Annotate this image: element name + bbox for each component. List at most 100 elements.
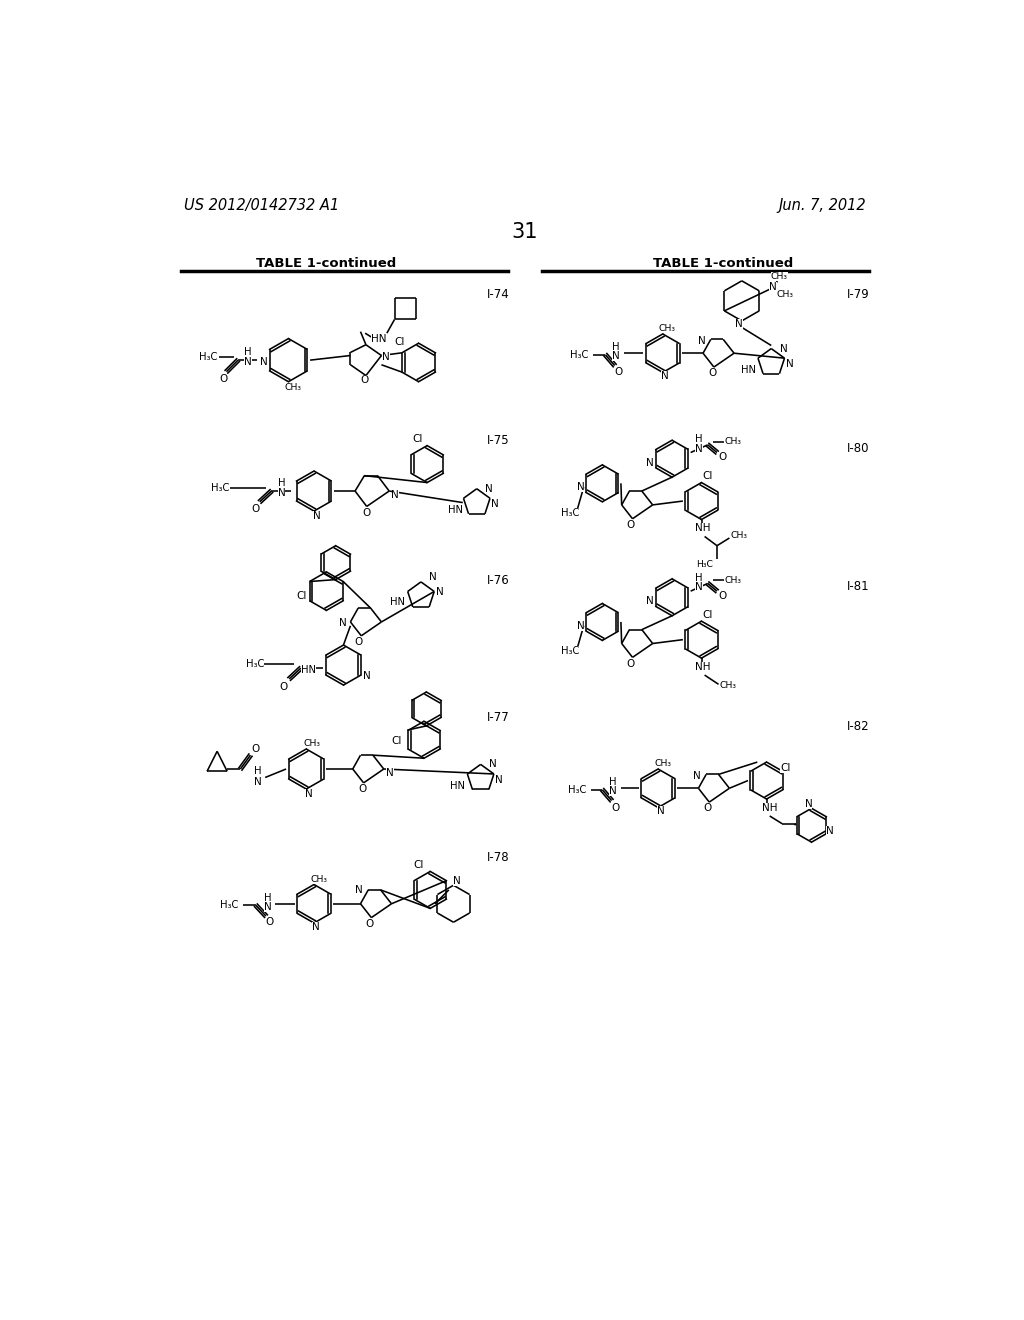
Text: Cl: Cl bbox=[702, 471, 713, 482]
Text: H₃C: H₃C bbox=[696, 560, 713, 569]
Text: N: N bbox=[339, 619, 346, 628]
Text: N: N bbox=[646, 458, 654, 467]
Text: O: O bbox=[360, 375, 369, 385]
Text: H₃C: H₃C bbox=[568, 785, 587, 795]
Text: NH: NH bbox=[695, 523, 711, 533]
Text: N: N bbox=[391, 490, 399, 500]
Text: O: O bbox=[362, 508, 371, 517]
Text: N: N bbox=[496, 775, 503, 785]
Text: CH₃: CH₃ bbox=[776, 290, 794, 300]
Text: HN: HN bbox=[447, 506, 463, 515]
Text: O: O bbox=[280, 681, 288, 692]
Text: H: H bbox=[254, 767, 261, 776]
Text: N: N bbox=[577, 620, 585, 631]
Text: N: N bbox=[695, 582, 703, 593]
Text: Jun. 7, 2012: Jun. 7, 2012 bbox=[778, 198, 866, 214]
Text: O: O bbox=[718, 591, 727, 601]
Text: N: N bbox=[612, 351, 621, 362]
Text: 31: 31 bbox=[512, 222, 538, 242]
Text: CH₃: CH₃ bbox=[310, 875, 327, 883]
Text: CH₃: CH₃ bbox=[285, 383, 302, 392]
Text: O: O bbox=[366, 919, 374, 929]
Text: H: H bbox=[264, 892, 271, 903]
Text: N: N bbox=[805, 799, 812, 809]
Text: N: N bbox=[453, 875, 461, 886]
Text: HN: HN bbox=[450, 781, 465, 791]
Text: O: O bbox=[703, 804, 712, 813]
Text: N: N bbox=[429, 573, 436, 582]
Text: N: N bbox=[769, 282, 776, 292]
Text: Cl: Cl bbox=[392, 737, 402, 746]
Text: H₃C: H₃C bbox=[560, 647, 579, 656]
Text: H₃C: H₃C bbox=[219, 900, 238, 911]
Text: I-76: I-76 bbox=[486, 574, 509, 587]
Text: Cl: Cl bbox=[414, 861, 424, 870]
Text: TABLE 1-continued: TABLE 1-continued bbox=[653, 257, 794, 271]
Text: N: N bbox=[254, 777, 261, 787]
Text: I-75: I-75 bbox=[486, 434, 509, 447]
Text: H₃C: H₃C bbox=[570, 350, 588, 360]
Text: N: N bbox=[779, 343, 787, 354]
Text: H: H bbox=[245, 347, 252, 358]
Text: N: N bbox=[382, 352, 390, 362]
Text: NH: NH bbox=[695, 661, 711, 672]
Text: N: N bbox=[786, 359, 794, 370]
Text: HN: HN bbox=[372, 334, 387, 345]
Text: N: N bbox=[693, 771, 700, 781]
Text: N: N bbox=[695, 444, 703, 454]
Text: CH₃: CH₃ bbox=[658, 325, 676, 333]
Text: N: N bbox=[489, 759, 497, 770]
Text: N: N bbox=[826, 826, 834, 837]
Text: N: N bbox=[646, 597, 654, 606]
Text: Cl: Cl bbox=[296, 591, 307, 601]
Text: TABLE 1-continued: TABLE 1-continued bbox=[256, 257, 396, 271]
Text: US 2012/0142732 A1: US 2012/0142732 A1 bbox=[183, 198, 339, 214]
Text: O: O bbox=[611, 803, 620, 813]
Text: H₃C: H₃C bbox=[211, 483, 229, 492]
Text: Cl: Cl bbox=[413, 434, 423, 445]
Text: I-79: I-79 bbox=[847, 288, 869, 301]
Text: O: O bbox=[614, 367, 623, 378]
Text: HN: HN bbox=[740, 366, 756, 375]
Text: N: N bbox=[355, 884, 362, 895]
Text: H₃C: H₃C bbox=[560, 508, 579, 517]
Text: CH₃: CH₃ bbox=[654, 759, 672, 768]
Text: I-80: I-80 bbox=[847, 442, 869, 455]
Text: Cl: Cl bbox=[395, 337, 406, 347]
Text: CH₃: CH₃ bbox=[725, 576, 741, 585]
Text: N: N bbox=[263, 902, 271, 912]
Text: O: O bbox=[627, 659, 635, 668]
Text: H: H bbox=[695, 434, 702, 445]
Text: N: N bbox=[313, 511, 321, 520]
Text: H: H bbox=[695, 573, 702, 583]
Text: H: H bbox=[278, 478, 286, 488]
Text: H₃C: H₃C bbox=[200, 352, 218, 362]
Text: N: N bbox=[386, 768, 394, 777]
Text: O: O bbox=[265, 917, 274, 927]
Text: CH₃: CH₃ bbox=[719, 681, 736, 690]
Text: CH₃: CH₃ bbox=[730, 531, 748, 540]
Text: O: O bbox=[709, 368, 717, 379]
Text: H: H bbox=[608, 777, 616, 787]
Text: I-74: I-74 bbox=[486, 288, 509, 301]
Text: HN: HN bbox=[301, 665, 316, 675]
Text: I-81: I-81 bbox=[847, 581, 869, 594]
Text: N: N bbox=[609, 787, 617, 796]
Text: I-78: I-78 bbox=[486, 851, 509, 865]
Text: CH₃: CH₃ bbox=[725, 437, 741, 446]
Text: N: N bbox=[735, 319, 742, 329]
Text: N: N bbox=[656, 807, 665, 816]
Text: I-77: I-77 bbox=[486, 711, 509, 725]
Text: N: N bbox=[278, 488, 286, 499]
Text: CH₃: CH₃ bbox=[770, 272, 787, 281]
Text: O: O bbox=[358, 784, 367, 795]
Text: O: O bbox=[252, 744, 260, 754]
Text: HN: HN bbox=[390, 597, 406, 607]
Text: N: N bbox=[484, 483, 493, 494]
Text: O: O bbox=[718, 453, 727, 462]
Text: N: N bbox=[305, 788, 313, 799]
Text: O: O bbox=[354, 638, 362, 647]
Text: N: N bbox=[260, 358, 267, 367]
Text: H: H bbox=[611, 342, 620, 352]
Text: N: N bbox=[492, 499, 500, 510]
